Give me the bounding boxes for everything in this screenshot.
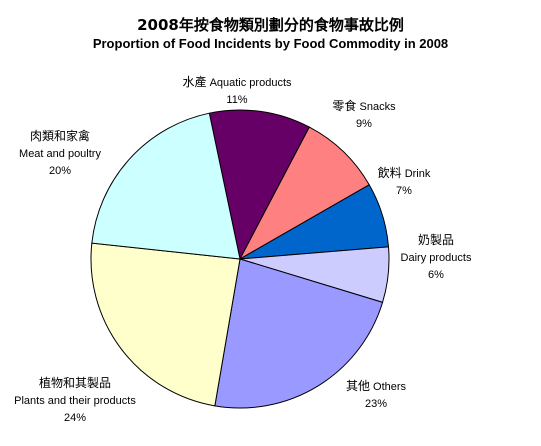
slice-label-zh: 植物和其製品: [38, 376, 111, 390]
slice-label-zh: 肉類和家禽: [29, 129, 90, 143]
pie-slice-plants-and-their-products: [90, 242, 241, 407]
slice-percent-label: 7%: [396, 185, 412, 197]
slice-label-en: Plants and their products: [14, 395, 136, 407]
slice-percent-label: 20%: [48, 165, 72, 177]
slice-label-zh: 水產: [182, 75, 207, 89]
slice-label-snacks: 零食 Snacks 9%: [274, 98, 454, 133]
slice-label-en: Drink: [404, 168, 431, 180]
chart-title: 2008年按食物類別劃分的食物事故比例: [137, 16, 404, 34]
slice-percent-label: 24%: [63, 412, 87, 424]
pie-slice-snacks: [238, 126, 370, 261]
slice-label-plants-and-their-products: 植物和其製品 Plants and their products 24%: [0, 375, 165, 427]
slice-label-en: Aquatic products: [209, 77, 292, 89]
pie-slice-aquatic-products: [208, 109, 310, 261]
slice-label-zh: 奶製品: [417, 233, 454, 247]
slice-label-aquatic-products: 水產 Aquatic products 11%: [147, 74, 327, 109]
slice-label-en: Meat and poultry: [19, 148, 101, 160]
slice-label-meat-and-poultry: 肉類和家禽 Meat and poultry 20%: [0, 128, 150, 180]
slice-percent-label: 23%: [364, 398, 388, 410]
slice-label-zh: 零食: [332, 99, 357, 113]
slice-label-en: Others: [373, 381, 407, 393]
slice-label-zh: 飲料: [377, 166, 402, 180]
pie-slice-others: [214, 258, 384, 409]
slice-label-drink: 飲料 Drink 7%: [314, 165, 494, 200]
slice-label-en: Dairy products: [400, 252, 472, 264]
slice-label-en: Snacks: [359, 101, 396, 113]
pie-slice-meat-and-poultry: [91, 112, 241, 260]
slice-percent-label: 6%: [428, 269, 444, 281]
slice-label-zh: 其他: [345, 379, 370, 393]
slice-percent-label: 9%: [356, 118, 372, 130]
slice-percent-label: 11%: [226, 94, 248, 106]
slice-label-others: 其他 Others 23%: [286, 378, 466, 413]
slice-label-dairy-products: 奶製品 Dairy products 6%: [346, 232, 526, 284]
chart-subtitle: Proportion of Food Incidents by Food Com…: [92, 36, 449, 51]
